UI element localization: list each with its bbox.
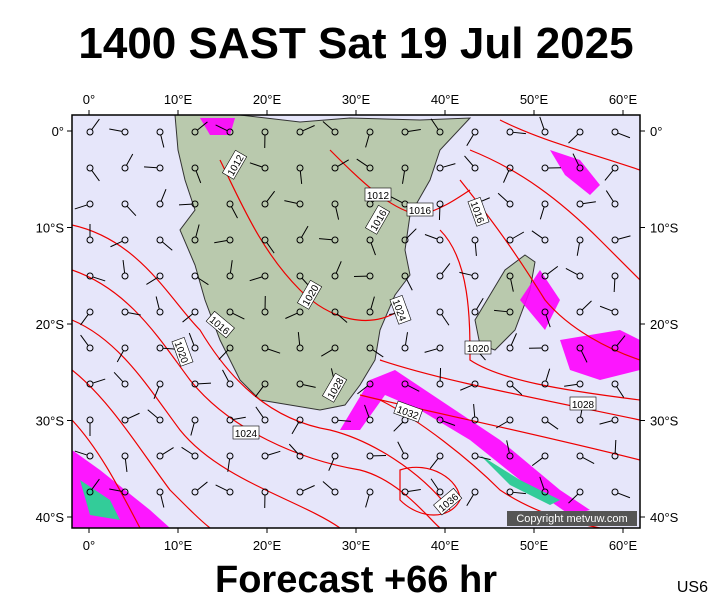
model-code: US6 [677,579,708,596]
barb [615,440,616,453]
title: 1400 SAST Sat 19 Jul 2025 [78,19,633,68]
lon-label: 20°E [253,92,282,107]
lat-label: 10°S [36,221,65,236]
label-text: 1012 [367,191,390,202]
lon-label: 50°E [520,538,549,553]
barb [179,204,192,205]
lon-label: 40°E [431,538,460,553]
label-text: 1016 [409,206,432,217]
lat-label: 20°S [650,317,679,332]
contour-label: 1020 [465,341,491,355]
lon-label: 30°E [342,538,371,553]
lat-label: 40°S [36,510,65,525]
lon-label: 10°E [164,92,193,107]
lat-label: 30°S [36,414,65,429]
lon-label: 10°E [164,538,193,553]
lon-label: 20°E [253,538,282,553]
lat-label: 0° [650,124,662,139]
lat-label: 0° [52,124,64,139]
copyright: Copyright metvuw.com [516,513,627,525]
footer: Forecast +66 hr [215,559,497,600]
lat-label: 30°S [650,414,679,429]
lat-label: 10°S [650,221,679,236]
lon-label: 30°E [342,92,371,107]
contour-label: 1024 [233,426,259,440]
lat-label: 20°S [36,317,65,332]
lat-label: 40°S [650,510,679,525]
contour-label: 1016 [407,203,433,217]
contour-label: 1028 [570,397,596,411]
lon-label: 0° [83,538,95,553]
lon-label: 60°E [609,92,638,107]
lon-label: 40°E [431,92,460,107]
barb [614,279,615,292]
label-text: 1024 [235,429,258,440]
barb [198,383,211,384]
contour-label: 1012 [365,188,391,202]
lon-label: 60°E [609,538,638,553]
label-text: 1028 [572,400,595,411]
lon-label: 50°E [520,92,549,107]
lon-label: 0° [83,92,95,107]
label-text: 1020 [467,344,490,355]
